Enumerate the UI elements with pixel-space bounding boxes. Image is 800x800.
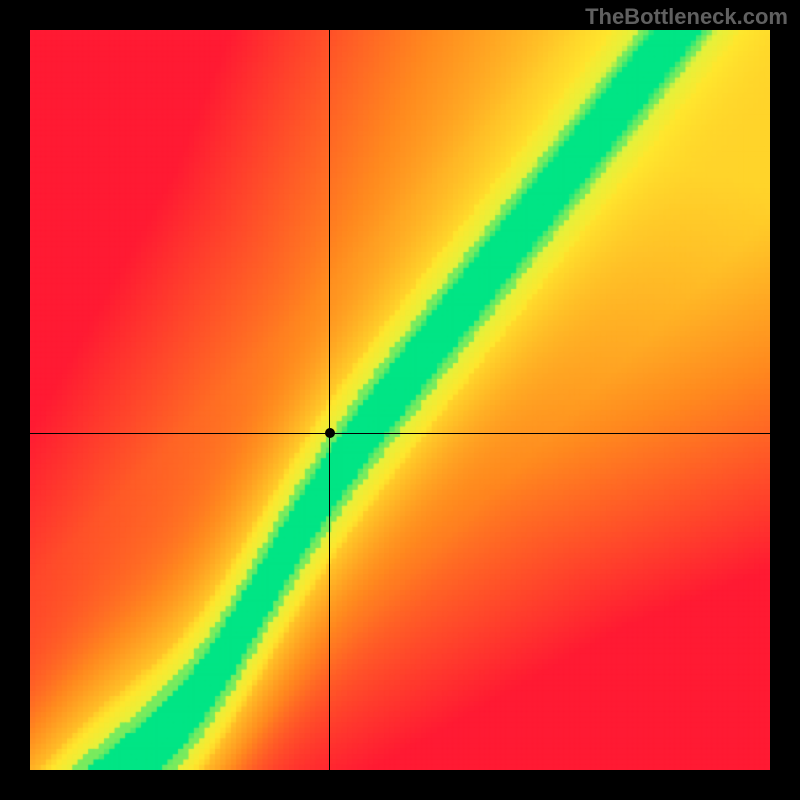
chart-container: TheBottleneck.com <box>0 0 800 800</box>
watermark-text: TheBottleneck.com <box>585 4 788 30</box>
heatmap-canvas <box>30 30 770 770</box>
crosshair-horizontal <box>30 433 770 434</box>
marker-point <box>325 428 335 438</box>
crosshair-vertical <box>329 30 330 770</box>
